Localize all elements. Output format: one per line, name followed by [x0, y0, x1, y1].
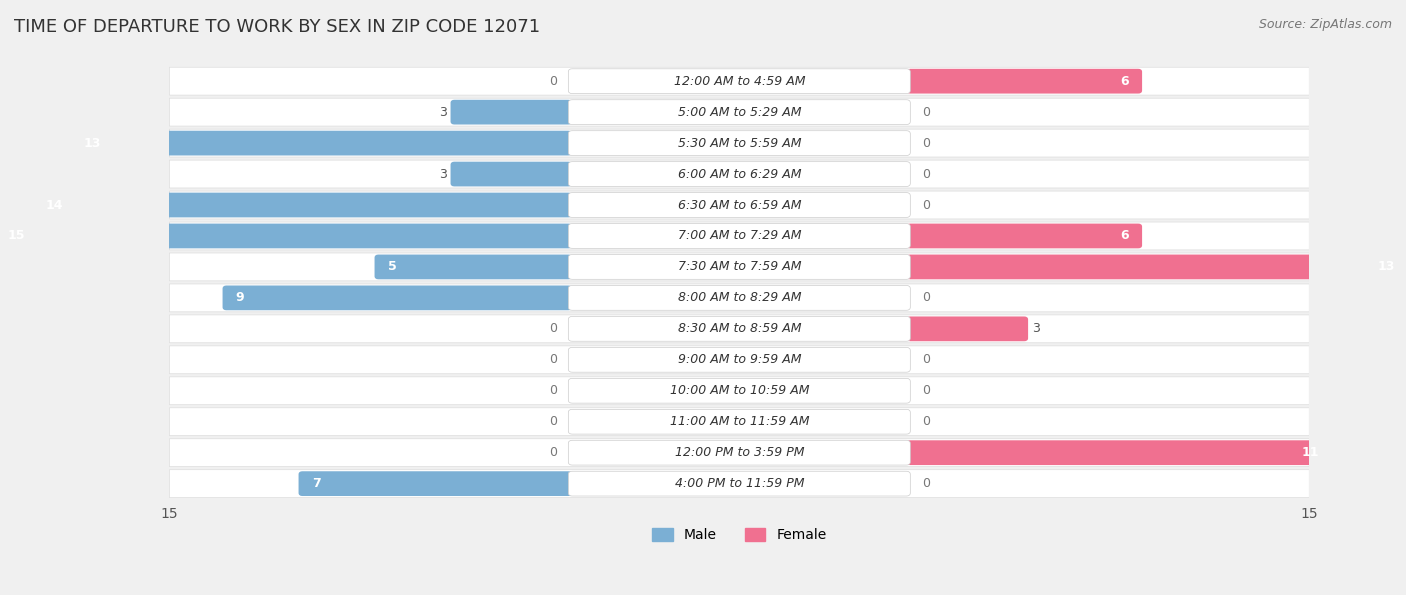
FancyBboxPatch shape [169, 408, 1309, 436]
FancyBboxPatch shape [568, 409, 910, 434]
FancyBboxPatch shape [298, 471, 572, 496]
FancyBboxPatch shape [568, 255, 910, 279]
FancyBboxPatch shape [169, 377, 1309, 405]
Text: 0: 0 [922, 384, 929, 397]
FancyBboxPatch shape [907, 224, 1142, 248]
Text: 0: 0 [922, 137, 929, 149]
Text: 0: 0 [922, 168, 929, 180]
FancyBboxPatch shape [568, 440, 910, 465]
FancyBboxPatch shape [70, 131, 572, 155]
FancyBboxPatch shape [907, 69, 1142, 93]
FancyBboxPatch shape [568, 317, 910, 341]
Text: 13: 13 [84, 137, 101, 149]
Text: 10:00 AM to 10:59 AM: 10:00 AM to 10:59 AM [669, 384, 808, 397]
Text: 0: 0 [922, 106, 929, 118]
FancyBboxPatch shape [169, 284, 1309, 312]
Text: 14: 14 [46, 199, 63, 211]
Text: 4:00 PM to 11:59 PM: 4:00 PM to 11:59 PM [675, 477, 804, 490]
FancyBboxPatch shape [568, 347, 910, 372]
FancyBboxPatch shape [568, 69, 910, 93]
Text: 11:00 AM to 11:59 AM: 11:00 AM to 11:59 AM [669, 415, 808, 428]
FancyBboxPatch shape [568, 162, 910, 186]
FancyBboxPatch shape [568, 378, 910, 403]
FancyBboxPatch shape [907, 440, 1331, 465]
FancyBboxPatch shape [169, 315, 1309, 343]
FancyBboxPatch shape [568, 471, 910, 496]
Text: 11: 11 [1302, 446, 1319, 459]
Text: Source: ZipAtlas.com: Source: ZipAtlas.com [1258, 18, 1392, 31]
Text: 0: 0 [922, 292, 929, 305]
Text: 15: 15 [8, 230, 25, 243]
Text: 6:30 AM to 6:59 AM: 6:30 AM to 6:59 AM [678, 199, 801, 211]
Text: 0: 0 [922, 415, 929, 428]
Text: 7: 7 [312, 477, 321, 490]
Text: 8:00 AM to 8:29 AM: 8:00 AM to 8:29 AM [678, 292, 801, 305]
FancyBboxPatch shape [568, 224, 910, 248]
FancyBboxPatch shape [169, 129, 1309, 157]
FancyBboxPatch shape [169, 98, 1309, 126]
Text: 3: 3 [1032, 322, 1040, 336]
Text: 5: 5 [388, 261, 396, 274]
Text: TIME OF DEPARTURE TO WORK BY SEX IN ZIP CODE 12071: TIME OF DEPARTURE TO WORK BY SEX IN ZIP … [14, 18, 540, 36]
FancyBboxPatch shape [32, 193, 572, 217]
Text: 7:00 AM to 7:29 AM: 7:00 AM to 7:29 AM [678, 230, 801, 243]
Text: 0: 0 [548, 446, 557, 459]
FancyBboxPatch shape [222, 286, 572, 310]
FancyBboxPatch shape [907, 317, 1028, 341]
FancyBboxPatch shape [169, 346, 1309, 374]
Text: 6: 6 [1121, 230, 1129, 243]
Text: 0: 0 [922, 353, 929, 367]
Text: 5:30 AM to 5:59 AM: 5:30 AM to 5:59 AM [678, 137, 801, 149]
Text: 3: 3 [439, 106, 447, 118]
Text: 0: 0 [548, 353, 557, 367]
FancyBboxPatch shape [450, 162, 572, 186]
FancyBboxPatch shape [568, 286, 910, 310]
FancyBboxPatch shape [568, 193, 910, 217]
Text: 0: 0 [548, 322, 557, 336]
FancyBboxPatch shape [0, 224, 572, 248]
FancyBboxPatch shape [169, 191, 1309, 219]
Text: 13: 13 [1378, 261, 1395, 274]
Text: 12:00 PM to 3:59 PM: 12:00 PM to 3:59 PM [675, 446, 804, 459]
FancyBboxPatch shape [169, 67, 1309, 95]
Text: 0: 0 [548, 384, 557, 397]
Text: 0: 0 [922, 477, 929, 490]
Text: 6: 6 [1121, 75, 1129, 87]
Text: 6:00 AM to 6:29 AM: 6:00 AM to 6:29 AM [678, 168, 801, 180]
Text: 9:00 AM to 9:59 AM: 9:00 AM to 9:59 AM [678, 353, 801, 367]
Text: 0: 0 [548, 75, 557, 87]
FancyBboxPatch shape [907, 255, 1406, 279]
FancyBboxPatch shape [450, 100, 572, 124]
FancyBboxPatch shape [169, 469, 1309, 497]
FancyBboxPatch shape [568, 100, 910, 124]
FancyBboxPatch shape [169, 439, 1309, 466]
Text: 0: 0 [548, 415, 557, 428]
Legend: Male, Female: Male, Female [647, 523, 832, 548]
Text: 7:30 AM to 7:59 AM: 7:30 AM to 7:59 AM [678, 261, 801, 274]
Text: 5:00 AM to 5:29 AM: 5:00 AM to 5:29 AM [678, 106, 801, 118]
Text: 0: 0 [922, 199, 929, 211]
FancyBboxPatch shape [568, 131, 910, 155]
Text: 9: 9 [236, 292, 245, 305]
Text: 12:00 AM to 4:59 AM: 12:00 AM to 4:59 AM [673, 75, 806, 87]
FancyBboxPatch shape [374, 255, 572, 279]
Text: 8:30 AM to 8:59 AM: 8:30 AM to 8:59 AM [678, 322, 801, 336]
FancyBboxPatch shape [169, 253, 1309, 281]
FancyBboxPatch shape [169, 160, 1309, 188]
Text: 3: 3 [439, 168, 447, 180]
FancyBboxPatch shape [169, 222, 1309, 250]
